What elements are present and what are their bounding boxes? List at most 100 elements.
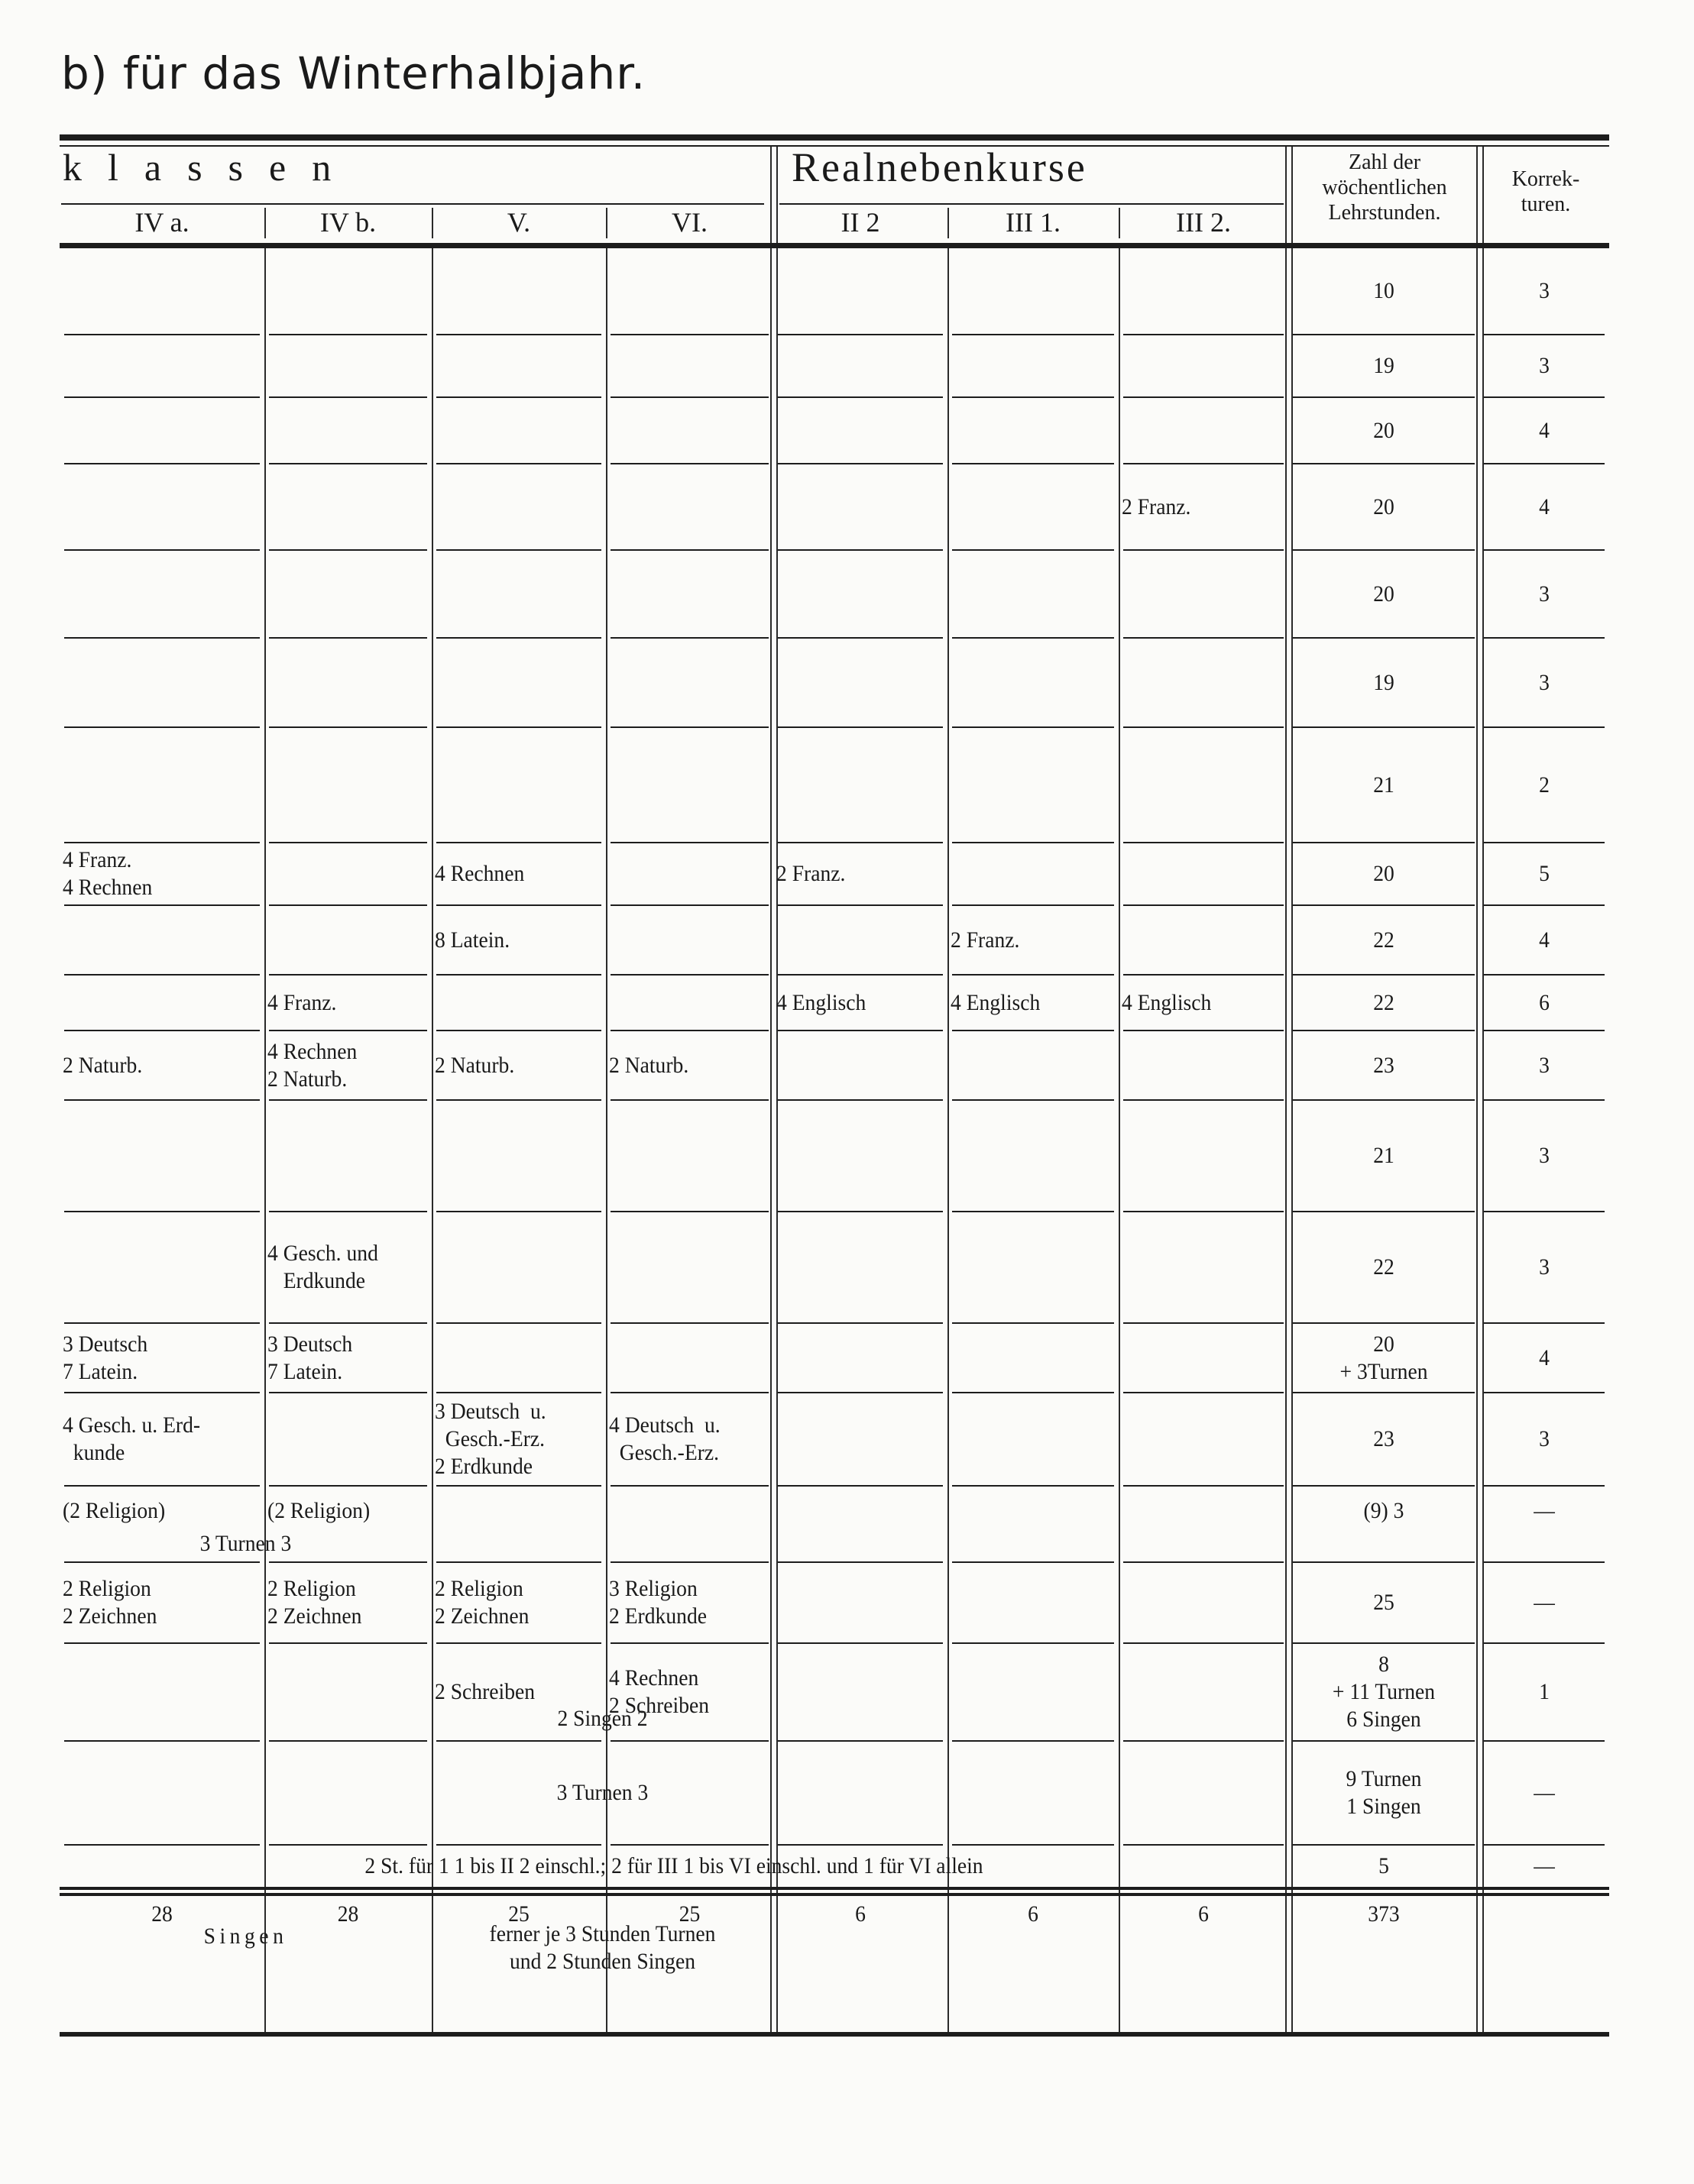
cell-line: 4 xyxy=(1539,417,1550,443)
totals-rule xyxy=(60,1887,1609,1890)
cell-line: 3 xyxy=(1539,1052,1550,1078)
row-divider xyxy=(64,637,260,639)
cell-zahl: 23 xyxy=(1296,1031,1472,1100)
total-III1: 6 xyxy=(1028,1901,1038,1927)
row-divider xyxy=(611,334,769,335)
cell-line: 2 Zeichnen xyxy=(267,1603,362,1629)
cell-V: 8 Latein. xyxy=(435,905,592,975)
row-divider xyxy=(778,1642,943,1644)
cell-korr: 4 xyxy=(1485,1323,1604,1393)
row-divider xyxy=(778,904,943,906)
row-divider xyxy=(1123,1030,1284,1031)
row-divider xyxy=(952,1211,1114,1212)
cell-line: 2 Franz. xyxy=(951,927,1020,953)
row-divider xyxy=(64,974,260,976)
cell-line: 4 Englisch xyxy=(1122,989,1212,1015)
footer-line: ferner je 3 Stunden Turnen xyxy=(489,1921,716,1946)
row-divider xyxy=(778,1485,943,1487)
row-divider xyxy=(611,1740,769,1742)
cell-line: (2 Religion) xyxy=(63,1498,166,1523)
cell-line: 20 xyxy=(1373,861,1394,886)
cell-line: 10 xyxy=(1373,277,1394,303)
row-divider xyxy=(64,1561,260,1563)
row-divider xyxy=(1123,1485,1284,1487)
row-divider xyxy=(952,1485,1114,1487)
row-divider xyxy=(1293,334,1475,335)
cell-line: 20 xyxy=(1373,581,1394,607)
cell-line: 4 Gesch. u. Erd- xyxy=(63,1412,201,1438)
cell-line: 4 Englisch xyxy=(951,989,1041,1015)
cell-zahl: 20 xyxy=(1296,397,1472,464)
cell-line: 4 Franz. xyxy=(63,847,132,872)
row-divider xyxy=(1293,396,1475,398)
row-divider xyxy=(1123,396,1284,398)
cell-line: 2 Franz. xyxy=(776,861,846,886)
row-divider xyxy=(1123,1740,1284,1742)
column-rule xyxy=(776,248,778,2032)
spanning-cell: 3 Turnen 3 xyxy=(556,1780,649,1805)
row-divider xyxy=(269,1561,427,1563)
row-divider xyxy=(611,1642,769,1644)
header-column-rule xyxy=(1476,147,1478,243)
row-divider xyxy=(269,974,427,976)
cell-korr: 2 xyxy=(1485,727,1604,843)
column-rule xyxy=(1476,248,1478,2032)
row-divider xyxy=(1293,1211,1475,1212)
row-divider xyxy=(64,904,260,906)
row-divider xyxy=(952,726,1114,728)
row-divider xyxy=(1484,1561,1605,1563)
row-divider xyxy=(436,974,601,976)
cell-line: 4 xyxy=(1539,493,1550,519)
row-divider xyxy=(1123,1392,1284,1393)
row-divider xyxy=(611,1099,769,1101)
cell-line: (9) 3 xyxy=(1363,1498,1404,1523)
total-IVb: 28 xyxy=(337,1901,359,1927)
cell-line: 23 xyxy=(1373,1052,1394,1078)
column-header-III1: III 1. xyxy=(1006,207,1061,238)
column-rule xyxy=(1285,248,1287,2032)
cell-korr: 3 xyxy=(1485,1100,1604,1212)
row-divider xyxy=(1293,842,1475,843)
footer-line: und 2 Stunden Singen xyxy=(509,1949,696,1974)
cell-zahl: 20 xyxy=(1296,464,1472,550)
cell-korr: 3 xyxy=(1485,1031,1604,1100)
row-divider xyxy=(611,637,769,639)
cell-zahl: 25 xyxy=(1296,1562,1472,1643)
header-subcolumn-tick xyxy=(1119,208,1120,238)
row-divider xyxy=(436,1030,601,1031)
row-divider xyxy=(64,549,260,551)
row-divider xyxy=(436,396,601,398)
row-divider xyxy=(269,1392,427,1393)
row-divider xyxy=(611,904,769,906)
row-divider xyxy=(269,1642,427,1644)
row-divider xyxy=(611,726,769,728)
row-divider xyxy=(778,726,943,728)
row-divider xyxy=(952,1099,1114,1101)
cell-zahl: 20 xyxy=(1296,843,1472,905)
row-divider xyxy=(1123,904,1284,906)
cell-korr: — xyxy=(1485,1741,1604,1845)
cell-IVb: 4 Rechnen 2 Naturb. xyxy=(267,1031,419,1100)
row-divider xyxy=(1293,904,1475,906)
row-divider xyxy=(269,1099,427,1101)
row-divider xyxy=(952,1392,1114,1393)
total-III2: 6 xyxy=(1198,1901,1209,1927)
header-sub-rule xyxy=(779,203,1284,205)
row-divider xyxy=(64,842,260,843)
row-divider xyxy=(64,334,260,335)
cell-line: 4 Englisch xyxy=(776,989,866,1015)
cell-line: 3 Deutsch xyxy=(267,1331,353,1357)
cell-line: 21 xyxy=(1373,1143,1394,1168)
cell-line: 3 xyxy=(1539,1254,1550,1280)
header-subcolumn-tick xyxy=(606,208,607,238)
row-divider xyxy=(952,1642,1114,1644)
spanning-cell: 2 St. für 1 1 bis II 2 einschl.; 2 für I… xyxy=(364,1852,983,1878)
cell-zahl: 19 xyxy=(1296,638,1472,727)
row-divider xyxy=(952,842,1114,843)
cell-V: 2 Schreiben xyxy=(435,1643,592,1741)
cell-korr: 3 xyxy=(1485,1212,1604,1323)
cell-line: 2 Schreiben xyxy=(609,1693,710,1718)
row-divider xyxy=(1484,904,1605,906)
row-divider xyxy=(952,334,1114,335)
cell-line: 23 xyxy=(1373,1426,1394,1451)
